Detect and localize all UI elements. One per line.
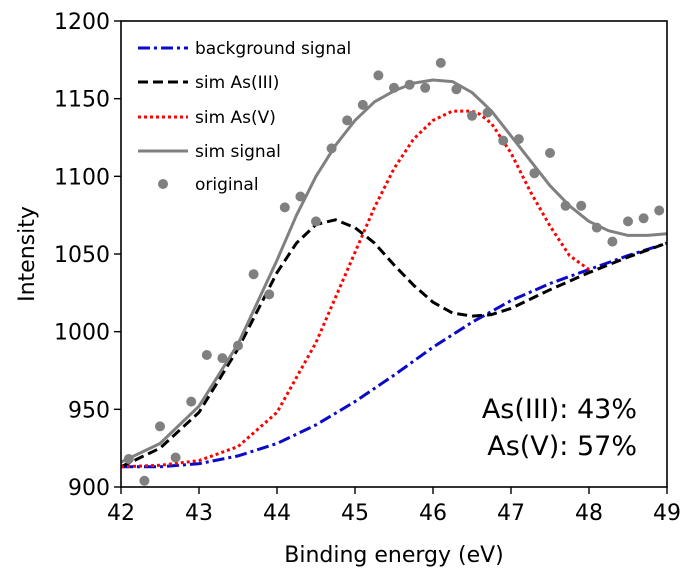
series-line-background-signal — [121, 241, 667, 469]
scatter-point — [435, 57, 446, 68]
x-tick-label: 45 — [341, 501, 369, 526]
x-tick-label: 44 — [263, 501, 291, 526]
annotation-as-v: As(V): 57% — [487, 431, 637, 462]
scatter-point — [529, 168, 540, 179]
scatter-point — [186, 396, 197, 407]
x-tick-label: 43 — [185, 501, 213, 526]
legend-item-original: original — [158, 175, 259, 195]
scatter-point — [498, 135, 509, 146]
scatter-point — [279, 202, 290, 213]
scatter-point — [248, 269, 259, 280]
annotation-as-iii: As(III): 43% — [482, 394, 637, 425]
x-tick-label: 46 — [419, 501, 447, 526]
scatter-point — [591, 222, 602, 233]
scatter-point — [638, 213, 649, 224]
y-tick-label: 900 — [68, 476, 110, 501]
scatter-point — [451, 84, 462, 95]
y-tick-label: 1000 — [54, 321, 110, 346]
scatter-point — [545, 148, 555, 158]
legend-swatch-original — [158, 179, 168, 189]
scatter-point — [311, 216, 321, 227]
scatter-point — [326, 143, 337, 154]
series-line-sim-as-v — [121, 109, 590, 469]
scatter-point — [404, 79, 415, 90]
y-tick-label: 950 — [68, 398, 110, 423]
scatter-point — [420, 82, 431, 93]
scatter-point — [295, 191, 306, 202]
scatter-point — [264, 289, 275, 300]
x-tick-label: 48 — [575, 501, 603, 526]
y-axis-label: Intensity — [15, 206, 40, 302]
scatter-point — [560, 200, 571, 211]
legend-item-background-signal: background signal — [138, 39, 351, 59]
x-axis-label: Binding energy (eV) — [284, 543, 504, 568]
legend-item-sim-as-iii: sim As(III) — [138, 73, 279, 93]
x-tick-label: 47 — [497, 501, 525, 526]
scatter-point — [373, 70, 384, 81]
legend-item-sim-as-v: sim As(V) — [138, 108, 276, 128]
scatter-point — [389, 82, 399, 93]
scatter-point — [467, 110, 477, 121]
scatter-point — [357, 99, 368, 110]
legend-label-sim-as-v: sim As(V) — [195, 108, 276, 128]
legend-item-sim-signal: sim signal — [138, 142, 281, 162]
legend-label-sim-as-iii: sim As(III) — [195, 73, 279, 93]
scatter-point — [654, 205, 665, 216]
scatter-point — [342, 115, 353, 126]
legend-label-sim-signal: sim signal — [195, 142, 281, 162]
y-tick-label: 1100 — [54, 165, 110, 190]
x-tick-label: 49 — [653, 501, 681, 526]
y-tick-label: 1150 — [54, 88, 110, 113]
scatter-point — [201, 350, 212, 360]
scatter-point — [513, 134, 524, 145]
scatter-point — [607, 236, 618, 247]
y-tick-label: 1050 — [54, 243, 110, 268]
legend: background signal sim As(III) sim As(V) … — [138, 39, 351, 195]
axis-ticks: 42 43 44 45 46 47 48 49 900 950 1000 1050 1100 1150 12… — [54, 10, 681, 526]
scatter-layer — [123, 57, 665, 486]
scatter-point — [233, 340, 243, 351]
series-layer — [121, 78, 667, 469]
legend-label-original: original — [195, 175, 259, 195]
scatter-point — [217, 353, 228, 364]
series-line-sim-as-iii — [121, 218, 667, 469]
scatter-point — [623, 216, 633, 227]
scatter-point — [155, 421, 165, 432]
scatter-point — [576, 200, 587, 211]
legend-label-background-signal: background signal — [195, 39, 351, 59]
scatter-point — [482, 107, 493, 118]
y-tick-label: 1200 — [54, 10, 110, 35]
series-line-sim-signal — [121, 78, 667, 464]
scatter-point — [170, 452, 181, 463]
scatter-point — [139, 475, 150, 486]
scatter-point — [123, 454, 134, 464]
x-tick-label: 42 — [107, 501, 135, 526]
